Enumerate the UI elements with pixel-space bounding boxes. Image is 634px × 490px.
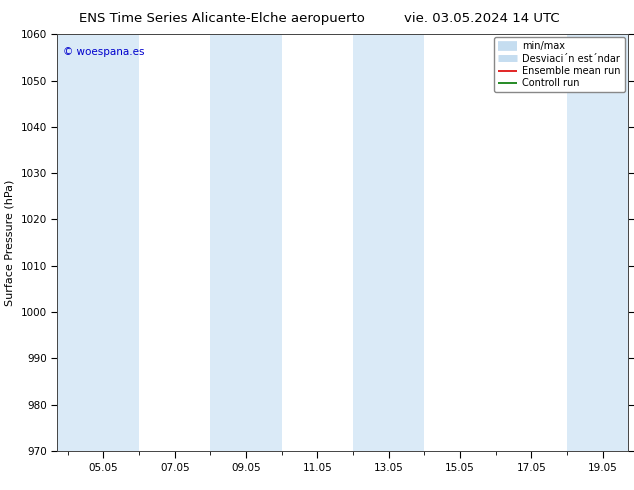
Bar [210,34,281,451]
Text: © woespana.es: © woespana.es [63,47,145,57]
Bar [57,34,139,451]
Y-axis label: Surface Pressure (hPa): Surface Pressure (hPa) [5,179,15,306]
Text: vie. 03.05.2024 14 UTC: vie. 03.05.2024 14 UTC [404,12,560,25]
Bar [567,34,628,451]
Text: ENS Time Series Alicante-Elche aeropuerto: ENS Time Series Alicante-Elche aeropuert… [79,12,365,25]
Bar [353,34,424,451]
Legend: min/max, Desviaci´n est´ndar, Ensemble mean run, Controll run: min/max, Desviaci´n est´ndar, Ensemble m… [494,37,624,92]
